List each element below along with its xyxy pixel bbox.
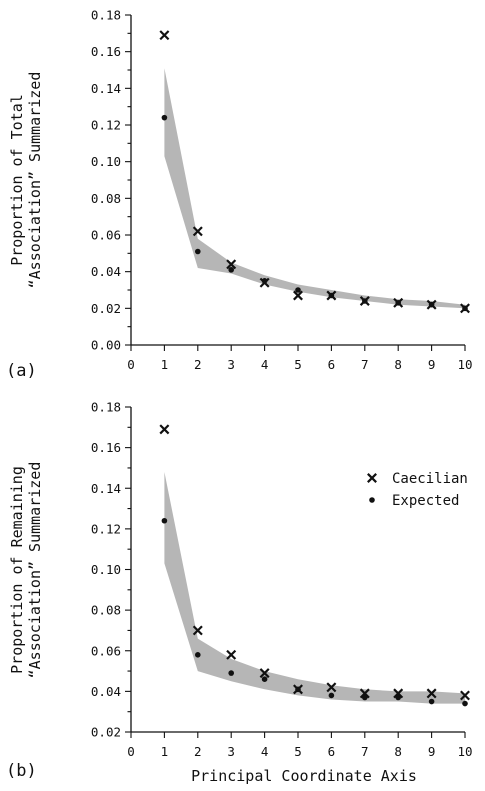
caecilian-point <box>159 424 170 435</box>
expected-point <box>428 698 435 705</box>
y-tick-label: 0.12 <box>91 118 121 133</box>
panel-a: 0.00 0.02 0.04 0.06 0.08 0.10 0.12 0.14 0.16 0.18… <box>6 8 473 382</box>
x-tick-label: 2 <box>194 357 202 372</box>
caecilian-point <box>159 30 170 41</box>
y-tick-label: 0.02 <box>91 725 121 740</box>
x-tick-label: 6 <box>328 357 336 372</box>
x-tick-label: 5 <box>294 357 302 372</box>
expected-point <box>295 287 301 293</box>
expected-point <box>295 686 301 693</box>
y-tick-label: 0.06 <box>91 643 121 658</box>
expected-point <box>462 700 468 707</box>
expected-point <box>395 694 402 701</box>
x-tick-label: 9 <box>428 357 436 372</box>
expected-point <box>261 676 268 682</box>
y-tick-label: 0.10 <box>91 154 121 169</box>
y-tick-label: 0.06 <box>91 228 121 243</box>
caecilian-point <box>393 688 404 699</box>
legend: Caecilian Expected <box>367 471 468 509</box>
y-tick-label: 0.10 <box>91 562 121 577</box>
y-tick-label: 0.14 <box>91 81 121 96</box>
y-axis-title-line: Proportion of Total <box>8 94 26 266</box>
caecilian-point <box>326 682 337 693</box>
y-tick-label: 0.12 <box>91 521 121 536</box>
y-tick-label: 0.02 <box>91 301 121 316</box>
x-tick-label: 9 <box>428 744 436 759</box>
legend-label: Expected <box>392 493 459 509</box>
x-tick-label: 0 <box>127 357 135 372</box>
y-tick-label: 0.00 <box>91 338 121 353</box>
caecilian-point <box>226 259 237 270</box>
x-tick-label: 4 <box>261 357 269 372</box>
legend-dot-marker <box>369 497 375 503</box>
expected-point <box>428 301 435 308</box>
x-tick-label: 7 <box>361 357 369 372</box>
expected-point <box>195 248 201 255</box>
y-tick-label: 0.16 <box>91 440 121 455</box>
x-tick-label: 8 <box>394 357 402 372</box>
caecilian-point <box>359 688 370 699</box>
x-tick-label: 2 <box>194 744 202 759</box>
y-tick-label: 0.08 <box>91 191 121 206</box>
y-tick-label: 0.08 <box>91 603 121 618</box>
x-tick-label: 6 <box>328 744 336 759</box>
x-tick-label: 5 <box>294 744 302 759</box>
expected-point <box>362 298 368 304</box>
expected-point <box>362 694 368 701</box>
caecilian-point <box>293 290 303 301</box>
expected-point <box>195 652 201 658</box>
x-axis-title: Principal Coordinate Axis <box>191 767 417 785</box>
y-tick-label: 0.18 <box>91 8 121 23</box>
expected-point <box>161 517 168 524</box>
x-tick-label: 0 <box>127 744 135 759</box>
caecilian-point <box>460 690 470 701</box>
expected-point <box>261 278 268 284</box>
panel-label: (a) <box>6 361 37 381</box>
x-tick-label: 3 <box>227 357 235 372</box>
x-tick-label: 10 <box>457 744 472 759</box>
x-tick-label: 8 <box>394 744 402 759</box>
panel-label: (b) <box>6 761 37 781</box>
y-axis-title-line: “Association” Summarized <box>26 72 44 289</box>
expected-point <box>328 692 335 699</box>
x-tick-label: 10 <box>457 357 472 372</box>
y-tick-label: 0.04 <box>91 684 121 699</box>
y-tick-label: 0.04 <box>91 264 121 279</box>
caecilian-point <box>226 649 237 660</box>
y-axis-title-line: Proportion of Remaining <box>8 466 26 674</box>
x-tick-label: 4 <box>261 744 269 759</box>
expected-point <box>395 300 402 306</box>
legend-label: Caecilian <box>392 471 468 487</box>
caecilian-point <box>192 625 203 636</box>
y-tick-label: 0.14 <box>91 481 121 496</box>
y-tick-label: 0.16 <box>91 44 121 59</box>
legend-x-marker <box>367 473 377 483</box>
caecilian-point <box>259 668 270 679</box>
expected-point <box>462 305 468 312</box>
expected-point <box>161 114 168 121</box>
x-tick-label: 3 <box>227 744 235 759</box>
y-tick-label: 0.18 <box>91 400 121 415</box>
x-tick-label: 1 <box>161 357 169 372</box>
caecilian-point <box>426 688 437 699</box>
confidence-band <box>164 68 465 309</box>
expected-point <box>228 267 234 273</box>
y-axis-title-line: “Association” Summarized <box>26 462 44 679</box>
x-tick-label: 1 <box>161 744 169 759</box>
expected-point <box>328 292 335 299</box>
caecilian-point <box>192 226 203 237</box>
panel-b: 0.02 0.04 0.06 0.08 0.10 0.12 0.14 0.16 0.18 0 1 2 3… <box>6 400 473 786</box>
x-tick-label: 7 <box>361 744 369 759</box>
expected-point <box>228 670 234 676</box>
